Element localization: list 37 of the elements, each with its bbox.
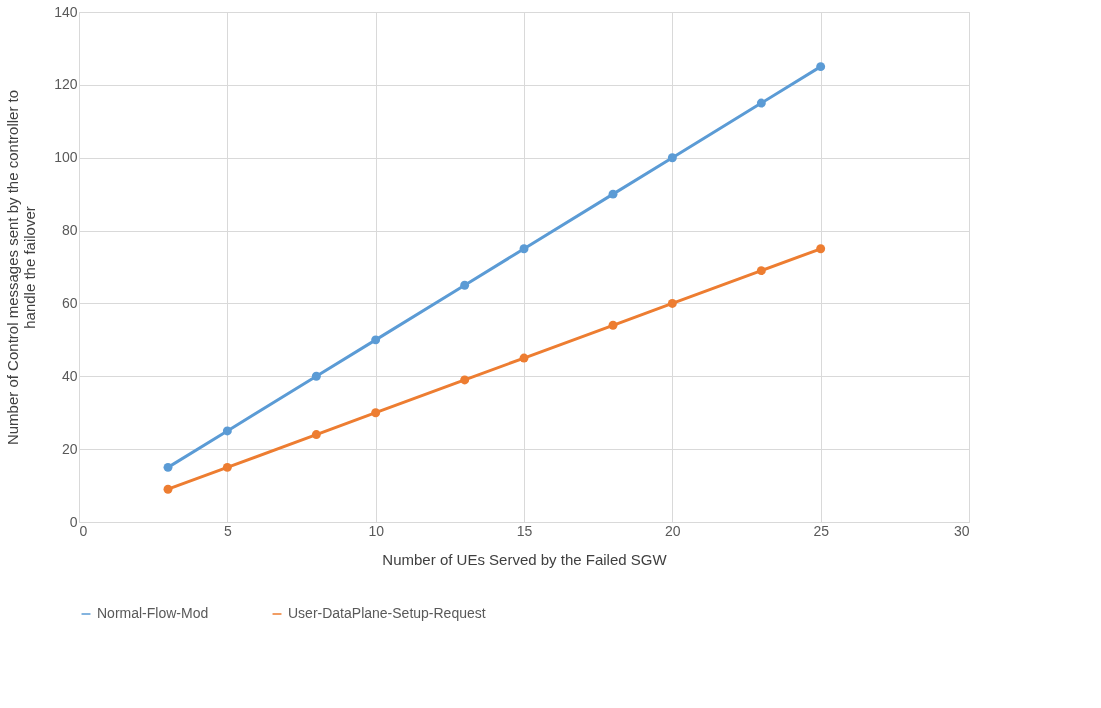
point — [816, 62, 826, 72]
x-axis-title: Number of UEs Served by the Failed SGW — [382, 550, 668, 568]
point — [222, 462, 232, 472]
y-tick-label: 40 — [61, 367, 78, 384]
point — [756, 266, 766, 276]
point — [460, 280, 470, 290]
y-tick-label: 100 — [54, 149, 78, 166]
point — [163, 484, 173, 494]
x-tick-label: 20 — [665, 522, 681, 539]
point — [519, 353, 529, 363]
legend-label: User-DataPlane-Setup-Request — [288, 605, 486, 621]
y-tick-label: 120 — [54, 76, 78, 93]
point — [608, 189, 618, 199]
x-tick-label: 10 — [368, 522, 385, 539]
point — [222, 426, 232, 436]
point — [667, 153, 677, 163]
point — [667, 298, 677, 308]
point — [460, 375, 470, 385]
point — [371, 408, 381, 418]
point — [816, 244, 826, 254]
x-tick-label: 15 — [516, 522, 533, 539]
x-tick-label: 30 — [953, 522, 970, 539]
point — [311, 371, 321, 381]
y-tick-label: 60 — [61, 294, 78, 311]
x-tick-label: 5 — [223, 522, 232, 539]
point — [163, 462, 173, 472]
y-tick-label: 140 — [54, 3, 78, 20]
y-tick-label: 80 — [61, 222, 78, 239]
point — [756, 98, 766, 108]
point — [519, 244, 529, 254]
point — [371, 335, 381, 345]
legend-label: Normal-Flow-Mod — [97, 605, 209, 621]
y-axis-title: Number of Control messages sent by the controller to handle the failover — [4, 89, 39, 446]
point — [311, 430, 321, 440]
x-tick-label: 25 — [813, 522, 830, 539]
point — [608, 320, 618, 330]
y-tick-label: 20 — [61, 440, 78, 457]
